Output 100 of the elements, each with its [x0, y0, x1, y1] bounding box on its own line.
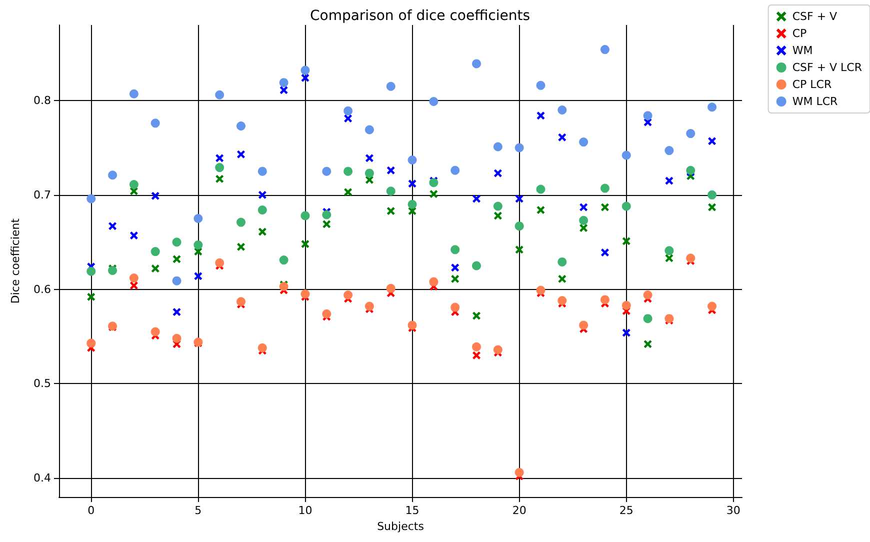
point — [108, 170, 118, 180]
point — [215, 163, 224, 172]
point — [258, 166, 267, 176]
point — [450, 245, 460, 254]
point — [236, 122, 246, 131]
point — [279, 256, 288, 265]
point — [322, 210, 332, 220]
point — [579, 138, 588, 147]
point — [708, 302, 717, 311]
point — [344, 290, 353, 300]
y-tick-label: 0.5 — [34, 377, 51, 390]
point — [451, 274, 460, 283]
y-axis-title: Dice coefficient — [9, 218, 22, 304]
point — [622, 237, 630, 246]
point — [622, 202, 631, 211]
point — [258, 190, 266, 199]
point — [300, 211, 310, 220]
point — [451, 264, 460, 272]
point — [600, 184, 610, 193]
point — [386, 166, 395, 174]
y-tick-label: 0.7 — [34, 188, 51, 202]
chart-title: Comparison of dice coefficients — [310, 8, 530, 24]
point — [579, 320, 588, 330]
x-tick-label: 5 — [194, 504, 202, 517]
point — [580, 203, 588, 212]
point — [665, 176, 674, 185]
point — [494, 212, 502, 220]
point — [87, 292, 96, 301]
point — [300, 290, 310, 299]
point — [708, 137, 716, 146]
point — [86, 338, 96, 348]
point — [493, 142, 502, 152]
point — [600, 203, 609, 212]
point — [150, 327, 160, 336]
point — [514, 222, 524, 231]
point — [536, 80, 546, 90]
point — [514, 143, 524, 152]
point — [472, 59, 482, 68]
point — [536, 206, 545, 214]
point — [664, 146, 674, 156]
x-tick-label: 0 — [88, 504, 95, 517]
point — [708, 190, 717, 200]
point — [150, 247, 160, 256]
point — [515, 194, 524, 203]
point — [536, 184, 546, 194]
point — [664, 246, 674, 256]
point — [686, 254, 696, 263]
point — [386, 186, 396, 196]
point — [236, 150, 245, 158]
point — [708, 102, 717, 112]
point — [643, 314, 652, 324]
point — [129, 180, 138, 190]
point — [322, 166, 332, 176]
point — [665, 254, 674, 262]
point — [558, 105, 567, 114]
point — [580, 224, 588, 232]
point — [515, 246, 524, 254]
x-tick-label: 30 — [726, 504, 740, 517]
point — [236, 242, 245, 251]
point — [364, 302, 374, 311]
point — [322, 309, 332, 318]
y-tick-label: 0.4 — [34, 472, 51, 485]
point — [600, 45, 610, 54]
point — [236, 218, 246, 227]
point — [130, 232, 138, 240]
point — [644, 340, 652, 348]
point — [258, 228, 266, 236]
point — [558, 257, 567, 266]
point — [408, 320, 417, 330]
point — [536, 286, 546, 295]
point — [429, 96, 438, 106]
point — [344, 166, 353, 176]
point — [194, 214, 203, 224]
point — [172, 255, 181, 264]
point — [493, 345, 502, 354]
legend-label: CP LCR — [792, 78, 832, 91]
point — [430, 190, 438, 198]
point — [450, 166, 460, 175]
point — [151, 192, 160, 200]
y-tick-label: 0.8 — [34, 94, 51, 108]
x-tick-label: 10 — [298, 504, 312, 517]
point — [408, 206, 416, 215]
point — [450, 302, 460, 312]
point — [108, 222, 117, 230]
point — [472, 351, 481, 360]
point — [558, 274, 566, 283]
point — [344, 188, 352, 196]
point — [686, 166, 696, 175]
point — [301, 240, 310, 248]
point — [172, 276, 182, 286]
point — [258, 343, 267, 352]
legend-label: CP — [792, 27, 808, 40]
point — [472, 342, 482, 352]
point — [301, 74, 310, 82]
point — [600, 248, 609, 257]
legend-label: CSF + V LCR — [792, 61, 862, 74]
point — [86, 266, 96, 276]
point — [300, 66, 310, 75]
point — [236, 297, 246, 306]
point — [622, 300, 631, 310]
